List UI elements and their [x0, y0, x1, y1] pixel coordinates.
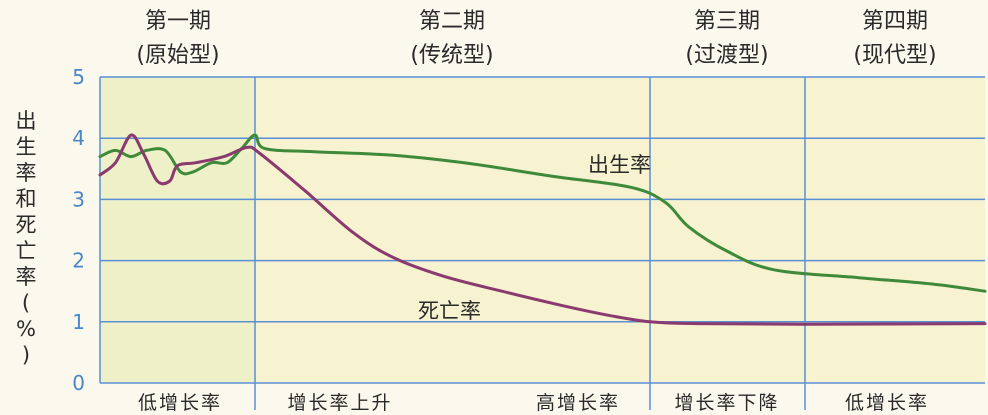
y-axis-label-char: 率: [16, 161, 37, 185]
y-tick-label: 2: [72, 249, 85, 273]
y-tick-label: 5: [72, 65, 85, 89]
stage-label: 增长率下降: [674, 392, 779, 414]
y-tick-label: 3: [72, 187, 85, 211]
plot-background-tint: [100, 77, 255, 383]
phase-headers: 第一期 (原始型) 第二期 (传统型) 第三期 (过渡型) 第四期 (现代型): [136, 9, 936, 68]
birth-rate-line: [98, 133, 987, 293]
y-axis-ticks: 0 1 2 3 4 5: [72, 65, 85, 395]
stage-labels: 低增长率 增长率上升 高增长率 增长率下降 低增长率: [138, 392, 929, 414]
stage-label: 增长率上升: [287, 392, 392, 414]
y-axis-label-char: 出: [16, 109, 37, 133]
phase-type: (过渡型): [685, 43, 768, 68]
phase-name: 第三期: [694, 9, 760, 34]
y-axis-label-char: 亡: [16, 239, 37, 263]
phase-name: 第四期: [862, 9, 928, 34]
stage-label: 低增长率: [845, 392, 929, 414]
death-rate-line: [98, 133, 987, 326]
phase-name: 第一期: [145, 9, 211, 34]
y-axis-label-char: ): [22, 343, 30, 367]
y-axis-label-char: 率: [16, 265, 37, 289]
phase-name: 第二期: [419, 9, 485, 34]
series-label-birth-rate: 出生率: [588, 153, 651, 177]
y-axis-label-char: 生: [16, 135, 37, 159]
y-axis-label-char: 死: [16, 213, 37, 237]
grid: [99, 76, 985, 410]
series-label-death-rate: 死亡率: [418, 299, 481, 323]
phase-type: (原始型): [136, 43, 219, 68]
phase-type: (现代型): [853, 43, 936, 68]
y-tick-label: 1: [72, 310, 85, 334]
stage-label: 高增长率: [536, 392, 620, 414]
series-lines: [98, 133, 987, 326]
y-axis-label-char: (: [22, 291, 30, 315]
y-tick-label: 4: [72, 126, 85, 150]
y-axis-label-char: %: [16, 317, 36, 341]
phase-type: (传统型): [410, 43, 493, 68]
y-tick-label: 0: [72, 371, 85, 395]
stage-label: 低增长率: [138, 392, 222, 414]
y-axis-label-char: 和: [16, 187, 37, 211]
